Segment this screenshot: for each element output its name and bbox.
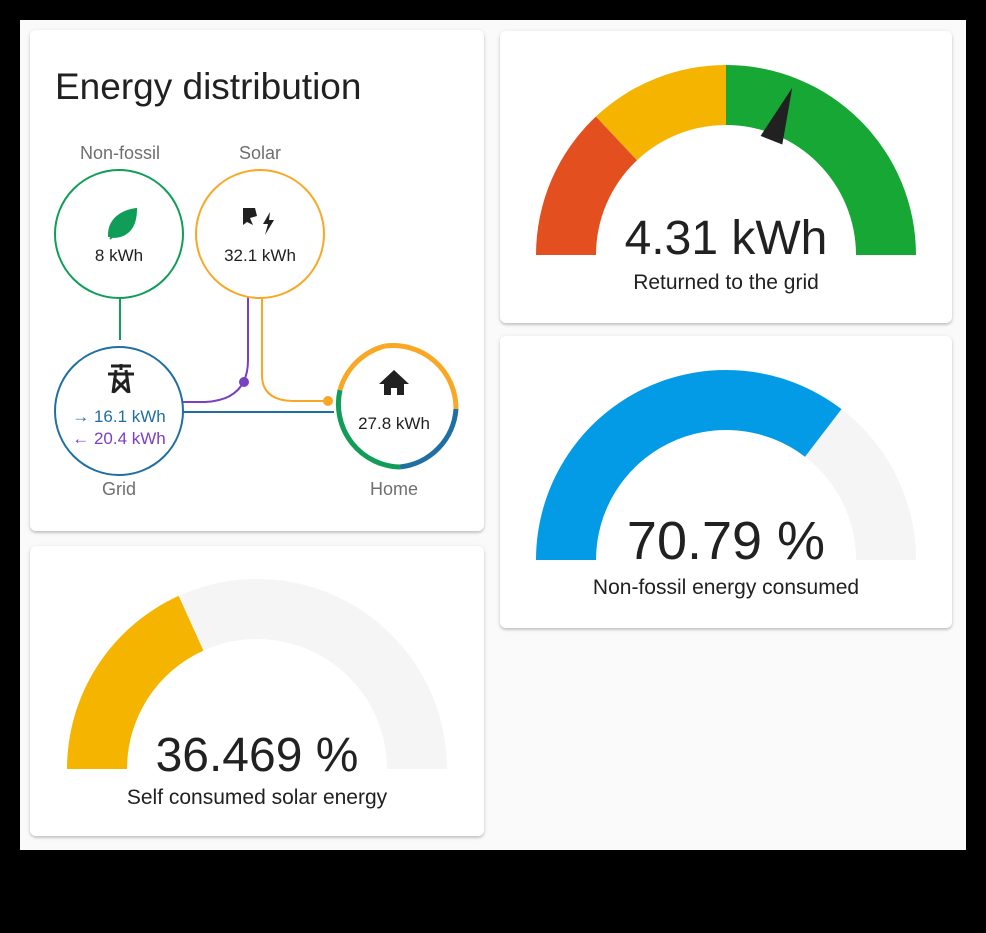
grid-export-value: ← 20.4 kWh <box>72 429 166 448</box>
gauge-yellow-segment <box>595 65 726 161</box>
gauge-needle <box>760 87 793 145</box>
self-consumed-solar-card[interactable]: 36.469 % Self consumed solar energy <box>30 546 484 836</box>
home-ring-solar-2 <box>337 343 386 391</box>
home-ring-nonfossil <box>335 389 401 470</box>
home-ring-solar <box>384 343 459 410</box>
solar-value: 32.1 kWh <box>224 246 296 265</box>
solar-power-icon <box>243 208 274 235</box>
solar-label: Solar <box>238 143 282 163</box>
nonfossil-consumed-label: Non-fossil energy consumed <box>592 576 860 599</box>
gauge-green-segment <box>726 65 916 255</box>
gauge-fill <box>536 370 842 560</box>
gauge-fill <box>67 595 204 769</box>
dashboard-screen: Energy distribution Non-fossil 8 kWh Sol… <box>20 20 966 850</box>
returned-gauge <box>536 65 916 255</box>
returned-value: 4.31 kWh <box>624 212 828 265</box>
returned-label: Returned to the grid <box>633 271 819 294</box>
home-node[interactable]: 27.8 kWh <box>334 348 454 468</box>
grid-import-value: → 16.1 kWh <box>72 407 166 426</box>
home-ring-grid <box>399 408 459 470</box>
grid-node[interactable]: → 16.1 kWh ← 20.4 kWh <box>54 346 184 476</box>
nonfossil-node[interactable]: 8 kWh <box>54 169 184 299</box>
solar-to-home-flow <box>261 296 330 402</box>
card-title: Energy distribution <box>55 66 362 107</box>
nonfossil-consumed-card[interactable]: 70.79 % Non-fossil energy consumed <box>500 336 952 628</box>
gauge-red-segment <box>536 116 638 255</box>
nonfossil-label: Non-fossil <box>79 143 161 163</box>
home-label: Home <box>369 479 418 499</box>
selfconsumed-label: Self consumed solar energy <box>126 786 388 809</box>
transmission-tower-icon <box>108 364 134 394</box>
selfconsumed-gauge <box>67 579 447 769</box>
home-icon <box>379 370 409 395</box>
returned-to-grid-card[interactable]: 4.31 kWh Returned to the grid <box>500 31 952 323</box>
solar-to-grid-flow <box>178 296 249 403</box>
nonfossil-value: 8 kWh <box>94 246 144 265</box>
flow-dot <box>323 396 333 406</box>
leaf-icon <box>107 207 138 240</box>
nonfossil-gauge <box>536 370 916 560</box>
flow-dot <box>239 377 249 387</box>
energy-distribution-card[interactable]: Energy distribution Non-fossil 8 kWh Sol… <box>30 30 484 531</box>
grid-label: Grid <box>101 479 136 499</box>
selfconsumed-percent: 36.469 % <box>155 729 359 782</box>
solar-node[interactable]: 32.1 kWh <box>195 169 325 299</box>
home-value: 27.8 kWh <box>358 414 430 433</box>
nonfossil-percent: 70.79 % <box>626 511 826 571</box>
flow-lines <box>119 296 459 470</box>
